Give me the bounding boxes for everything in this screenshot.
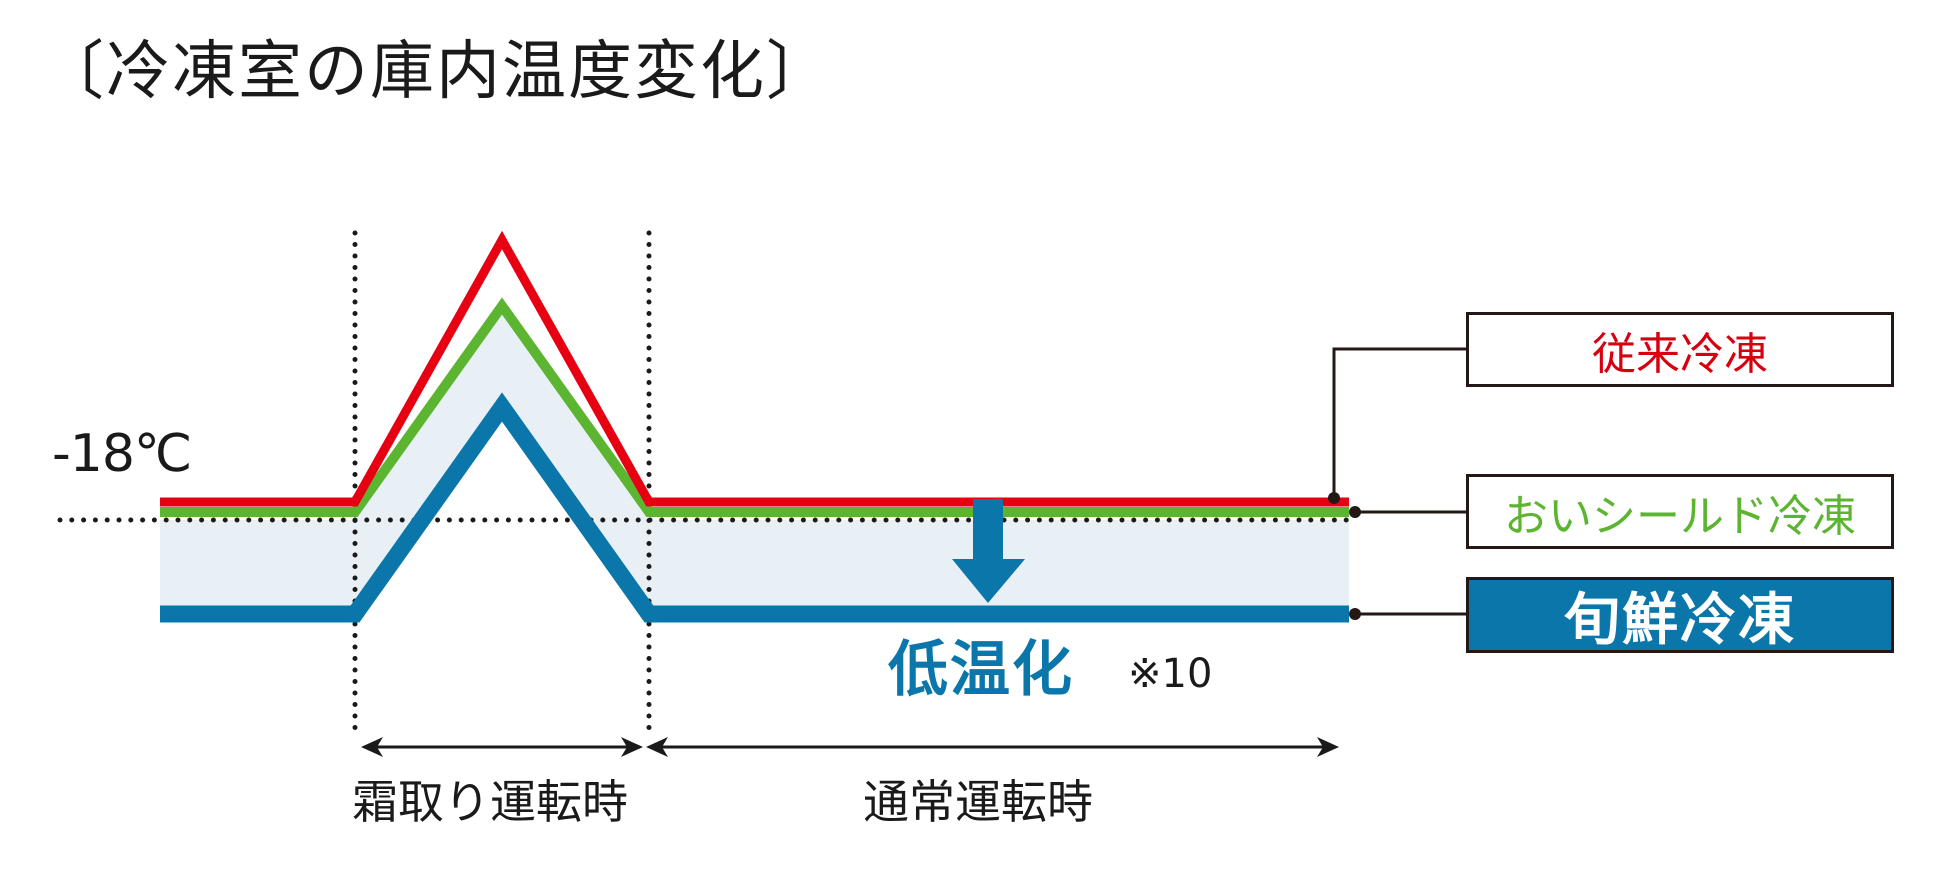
connector-dot-oishield bbox=[1349, 506, 1361, 518]
legend-oishield: おいシールド冷凍 bbox=[1466, 474, 1894, 549]
chart-title: 〔冷凍室の庫内温度変化〕 bbox=[40, 35, 832, 109]
footnote-marker: ※10 bbox=[1128, 651, 1213, 697]
down-arrow-icon bbox=[952, 499, 1025, 603]
legend-conventional-label: 従来冷凍 bbox=[1592, 328, 1768, 380]
series-shunsen-line bbox=[160, 392, 1349, 623]
phase-defrost-label: 霜取り運転時 bbox=[352, 775, 628, 829]
defrost-arrow-left-head bbox=[361, 737, 383, 757]
legend-oishield-label: おいシールド冷凍 bbox=[1504, 490, 1856, 542]
connector-dot-conventional bbox=[1328, 492, 1340, 504]
connector-conventional bbox=[1332, 347, 1467, 498]
legend-conventional: 従来冷凍 bbox=[1466, 312, 1894, 387]
normal-arrow-left-head bbox=[646, 737, 668, 757]
legend-shunsen-label: 旬鮮冷凍 bbox=[1564, 587, 1796, 653]
series-oishield-line bbox=[160, 297, 1349, 517]
phase-normal-label: 通常運転時 bbox=[863, 775, 1093, 829]
lower-temp-annotation: 低温化 bbox=[888, 635, 1074, 705]
connector-dot-shunsen bbox=[1349, 608, 1361, 620]
legend-shunsen: 旬鮮冷凍 bbox=[1466, 577, 1894, 653]
normal-arrow-right-head bbox=[1317, 737, 1339, 757]
minus18-label: -18℃ bbox=[52, 424, 192, 484]
series-conventional-line bbox=[160, 230, 1349, 507]
defrost-arrow-right-head bbox=[621, 737, 643, 757]
lower-temp-band bbox=[160, 310, 1349, 606]
